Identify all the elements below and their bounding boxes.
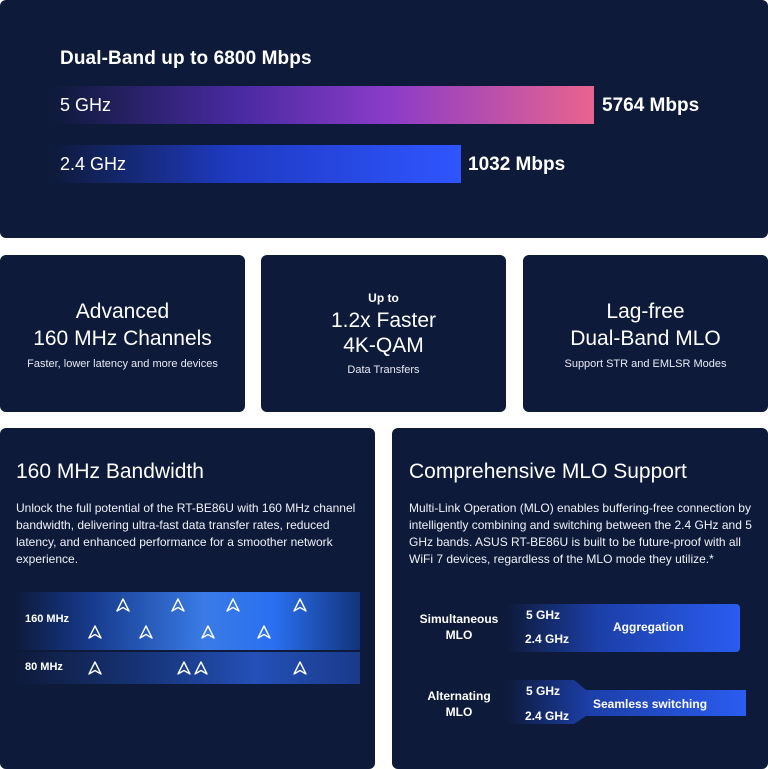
mlo-title: Comprehensive MLO Support <box>409 460 687 483</box>
alternating-mlo-label: Alternating MLO <box>414 688 504 720</box>
signal-arrow-icon <box>226 598 240 612</box>
feature-2-sub: Data Transfers <box>347 364 420 376</box>
channel-80mhz-band: 80 MHz <box>15 652 360 684</box>
dual-band-title: Dual-Band up to 6800 Mbps <box>60 48 312 69</box>
feature-3-line2: Dual-Band MLO <box>570 326 721 350</box>
mlo-support-card: Comprehensive MLO Support Multi-Link Ope… <box>392 428 768 769</box>
band-24ghz-value: 1032 Mbps <box>468 154 566 175</box>
band-5ghz-label: 5 GHz <box>60 95 112 115</box>
signal-arrow-icon <box>293 598 307 612</box>
feature-card-mlo: Lag-free Dual-Band MLO Support STR and E… <box>523 255 768 412</box>
feature-2-pre: Up to <box>368 291 399 305</box>
feature-1-line1: Advanced <box>75 299 170 323</box>
simultaneous-24ghz-label: 2.4 GHz <box>525 632 570 646</box>
bandwidth-description: Unlock the full potential of the RT-BE86… <box>16 501 356 566</box>
seamless-switching-label: Seamless switching <box>593 697 708 711</box>
simultaneous-mlo-line2: MLO <box>445 628 473 642</box>
channel-80mhz-label: 80 MHz <box>25 661 63 673</box>
feature-2-line1: 1.2x Faster <box>330 309 437 332</box>
mlo-description: Multi-Link Operation (MLO) enables buffe… <box>409 501 752 566</box>
feature-3-sub: Support STR and EMLSR Modes <box>564 357 727 370</box>
alternating-24ghz-label: 2.4 GHz <box>525 709 570 723</box>
feature-3-line1: Lag-free <box>606 299 685 323</box>
feature-card-4kqam: Up to 1.2x Faster 4K-QAM Data Transfers <box>261 255 506 412</box>
bandwidth-title: 160 MHz Bandwidth <box>16 460 204 483</box>
seamless-switching-band <box>506 680 746 724</box>
alternating-5ghz-label: 5 GHz <box>526 684 561 698</box>
signal-arrow-icon <box>194 661 208 675</box>
aggregation-band <box>506 604 740 652</box>
signal-arrow-icon <box>88 625 102 639</box>
feature-2-line2: 4K-QAM <box>343 334 424 357</box>
bandwidth-card: 160 MHz Bandwidth Unlock the full potent… <box>0 428 375 769</box>
simultaneous-mlo-label: Simultaneous MLO <box>414 611 504 643</box>
channel-160mhz-band: 160 MHz <box>15 592 360 650</box>
signal-arrow-icon <box>201 625 215 639</box>
signal-arrow-icon <box>257 625 271 639</box>
simultaneous-5ghz-label: 5 GHz <box>526 608 561 622</box>
band-24ghz-bar: 2.4 GHz <box>52 145 461 183</box>
simultaneous-mlo-line1: Simultaneous <box>419 612 499 626</box>
signal-arrow-icon <box>177 661 191 675</box>
feature-1-line2: 160 MHz Channels <box>33 326 212 350</box>
band-5ghz-value: 5764 Mbps <box>602 95 700 116</box>
signal-arrow-icon <box>116 598 130 612</box>
band-5ghz-bar: 5 GHz <box>52 86 594 124</box>
band-24ghz-label: 2.4 GHz <box>60 154 127 174</box>
signal-arrow-icon <box>293 661 307 675</box>
channel-160mhz-label: 160 MHz <box>25 613 70 625</box>
signal-arrow-icon <box>88 661 102 675</box>
signal-arrow-icon <box>139 625 153 639</box>
feature-card-160mhz: Advanced 160 MHz Channels Faster, lower … <box>0 255 245 412</box>
signal-arrow-icon <box>171 598 185 612</box>
dual-band-speed-card: Dual-Band up to 6800 Mbps 5 GHz 5764 Mbp… <box>0 0 768 238</box>
alternating-mlo-line1: Alternating <box>427 689 491 703</box>
feature-1-sub: Faster, lower latency and more devices <box>27 357 218 370</box>
alternating-mlo-line2: MLO <box>445 705 473 719</box>
aggregation-mode-label: Aggregation <box>613 620 684 634</box>
